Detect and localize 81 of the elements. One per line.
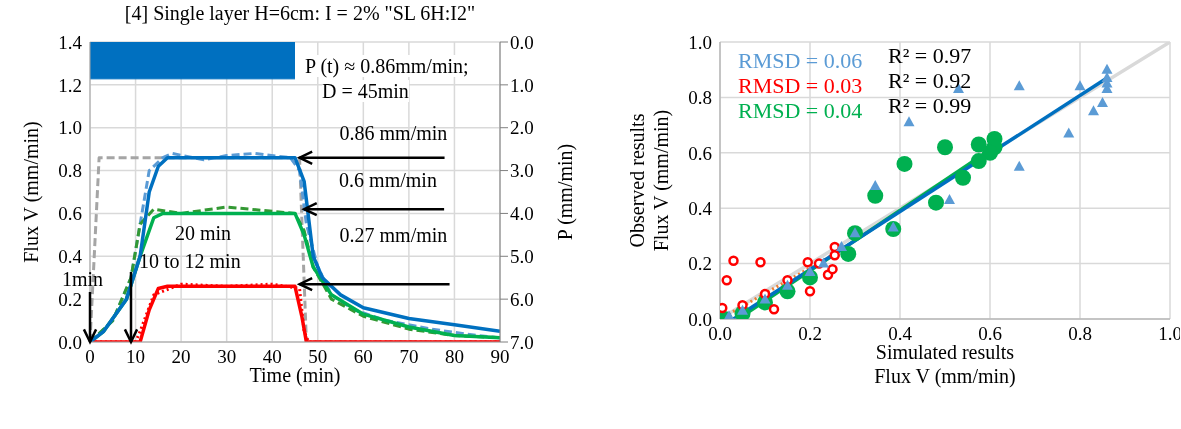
point bbox=[827, 263, 838, 275]
y-tick-label: 0.8 bbox=[688, 87, 712, 109]
point bbox=[804, 265, 816, 276]
y-tick-label: 0.4 bbox=[688, 197, 713, 219]
y-tick-label: 0.6 bbox=[58, 203, 82, 225]
point bbox=[928, 194, 944, 211]
point bbox=[896, 155, 913, 172]
x-tick-label: 70 bbox=[399, 346, 419, 368]
point bbox=[1101, 63, 1113, 74]
y2-tick-label: 2.0 bbox=[510, 117, 534, 139]
y-tick-label: 0.2 bbox=[688, 253, 712, 275]
point bbox=[840, 245, 857, 262]
annotation: RMSD = 0.03 bbox=[738, 73, 863, 98]
y-tick-label: 1.2 bbox=[58, 74, 82, 96]
y2-tick-label: 5.0 bbox=[510, 246, 534, 268]
point bbox=[1101, 72, 1113, 83]
y2-tick-label: 4.0 bbox=[510, 203, 534, 225]
point bbox=[970, 153, 987, 170]
point bbox=[721, 274, 732, 286]
y-tick-label: 1.4 bbox=[58, 31, 83, 53]
point bbox=[782, 279, 793, 290]
annotation: RMSD = 0.04 bbox=[738, 98, 863, 123]
y-tick-label: 0.6 bbox=[688, 142, 712, 164]
annotation: 20 min bbox=[175, 222, 232, 244]
x-tick-label: 30 bbox=[217, 346, 237, 368]
point bbox=[804, 286, 816, 297]
y-tick-label: 0.2 bbox=[58, 288, 82, 310]
y-axis-title: Observed results Flux V (mm/min) bbox=[626, 109, 673, 252]
chart-title: [4] Single layer H=6cm: I = 2% "SL 6H:I2" bbox=[123, 2, 477, 25]
annotation: 1min bbox=[62, 268, 104, 290]
annotation: R² = 0.92 bbox=[888, 68, 972, 93]
point bbox=[955, 169, 971, 186]
y2-tick-label: 1.0 bbox=[510, 74, 534, 96]
x-tick-label: 0.2 bbox=[798, 323, 822, 345]
point bbox=[759, 293, 771, 304]
point bbox=[937, 139, 953, 156]
point bbox=[1097, 96, 1108, 107]
point bbox=[1013, 80, 1025, 91]
point bbox=[1088, 105, 1099, 116]
y2-axis-title: P (mm/min) bbox=[554, 143, 577, 241]
annotation: RMSD = 0.06 bbox=[738, 48, 863, 73]
y2-tick-label: 7.0 bbox=[510, 331, 534, 353]
point bbox=[728, 255, 739, 267]
y-tick-label: 0.8 bbox=[58, 160, 82, 182]
point bbox=[818, 257, 829, 268]
x-tick-label: 60 bbox=[353, 346, 373, 368]
point bbox=[903, 116, 915, 127]
point bbox=[867, 187, 884, 204]
point bbox=[829, 250, 840, 261]
point bbox=[970, 136, 987, 153]
annotation: 0.27 mm/min bbox=[339, 224, 448, 247]
annotation: R² = 0.99 bbox=[888, 93, 972, 118]
y2-tick-label: 0.0 bbox=[510, 31, 534, 53]
point bbox=[1063, 127, 1075, 138]
y-tick-label: 1.0 bbox=[58, 117, 82, 139]
y2-tick-label: 3.0 bbox=[510, 160, 534, 182]
x-tick-label: 20 bbox=[171, 346, 191, 368]
annotation: 0.6 mm/min bbox=[339, 169, 437, 192]
annotation: P (t) ≈ 0.86mm/min; bbox=[305, 55, 469, 77]
y-tick-label: 1.0 bbox=[688, 31, 712, 53]
y-axis-title: Flux V (mm/min) bbox=[20, 121, 43, 263]
annotation: 10 to 12 min bbox=[139, 250, 241, 272]
point bbox=[1074, 80, 1086, 91]
annotation: 0.86 mm/min bbox=[339, 121, 448, 144]
x-tick-label: 90 bbox=[490, 346, 510, 368]
annotation: D = 45min bbox=[322, 80, 409, 102]
y2-tick-label: 6.0 bbox=[510, 288, 534, 310]
point bbox=[836, 240, 847, 251]
x-tick-label: 0 bbox=[85, 346, 95, 368]
x-tick-label: 10 bbox=[126, 346, 146, 368]
annotation: R² = 0.97 bbox=[888, 43, 972, 68]
point bbox=[1013, 160, 1025, 171]
point bbox=[755, 256, 766, 268]
point bbox=[982, 144, 998, 161]
x-tick-label: 80 bbox=[444, 346, 464, 368]
point bbox=[944, 193, 955, 204]
point bbox=[869, 180, 881, 191]
x-tick-label: 0.8 bbox=[1068, 323, 1092, 345]
point bbox=[802, 256, 813, 268]
y-tick-label: 0.4 bbox=[58, 246, 83, 268]
point bbox=[768, 304, 780, 315]
